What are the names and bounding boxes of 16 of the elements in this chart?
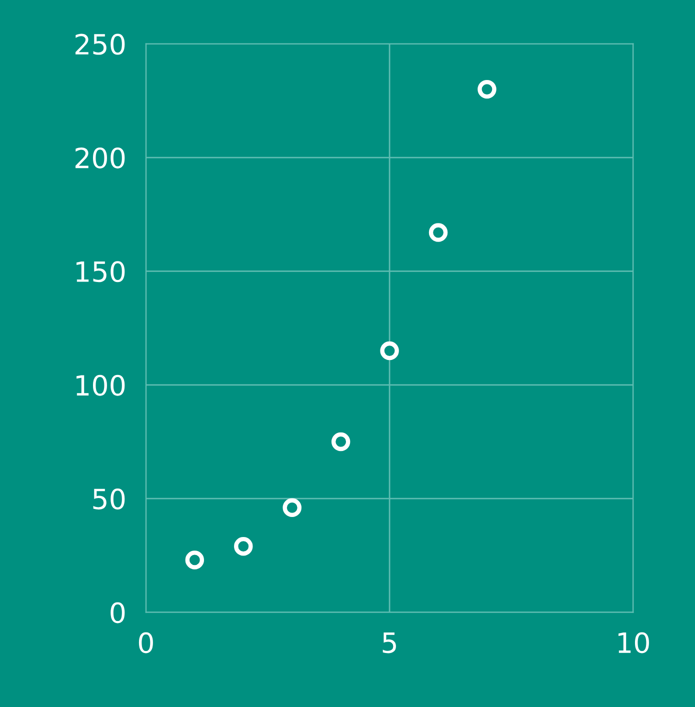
- y-tick-label: 150: [76, 261, 125, 282]
- point: [234, 536, 253, 556]
- y-tick-label: 100: [76, 374, 125, 396]
- point: [478, 80, 496, 99]
- x-tick-label: 5: [382, 632, 396, 654]
- point: [428, 223, 448, 242]
- y-tick-label: 250: [76, 34, 125, 55]
- y-tick-label: 0: [110, 602, 125, 624]
- y-tick-label: 200: [76, 147, 125, 168]
- point: [331, 432, 350, 452]
- y-tick-label: 50: [93, 488, 125, 510]
- x-tick-label: 0: [138, 632, 153, 654]
- point: [185, 550, 204, 570]
- point: [282, 498, 302, 518]
- point: [380, 341, 399, 360]
- x-tick-label: 10: [618, 632, 649, 654]
